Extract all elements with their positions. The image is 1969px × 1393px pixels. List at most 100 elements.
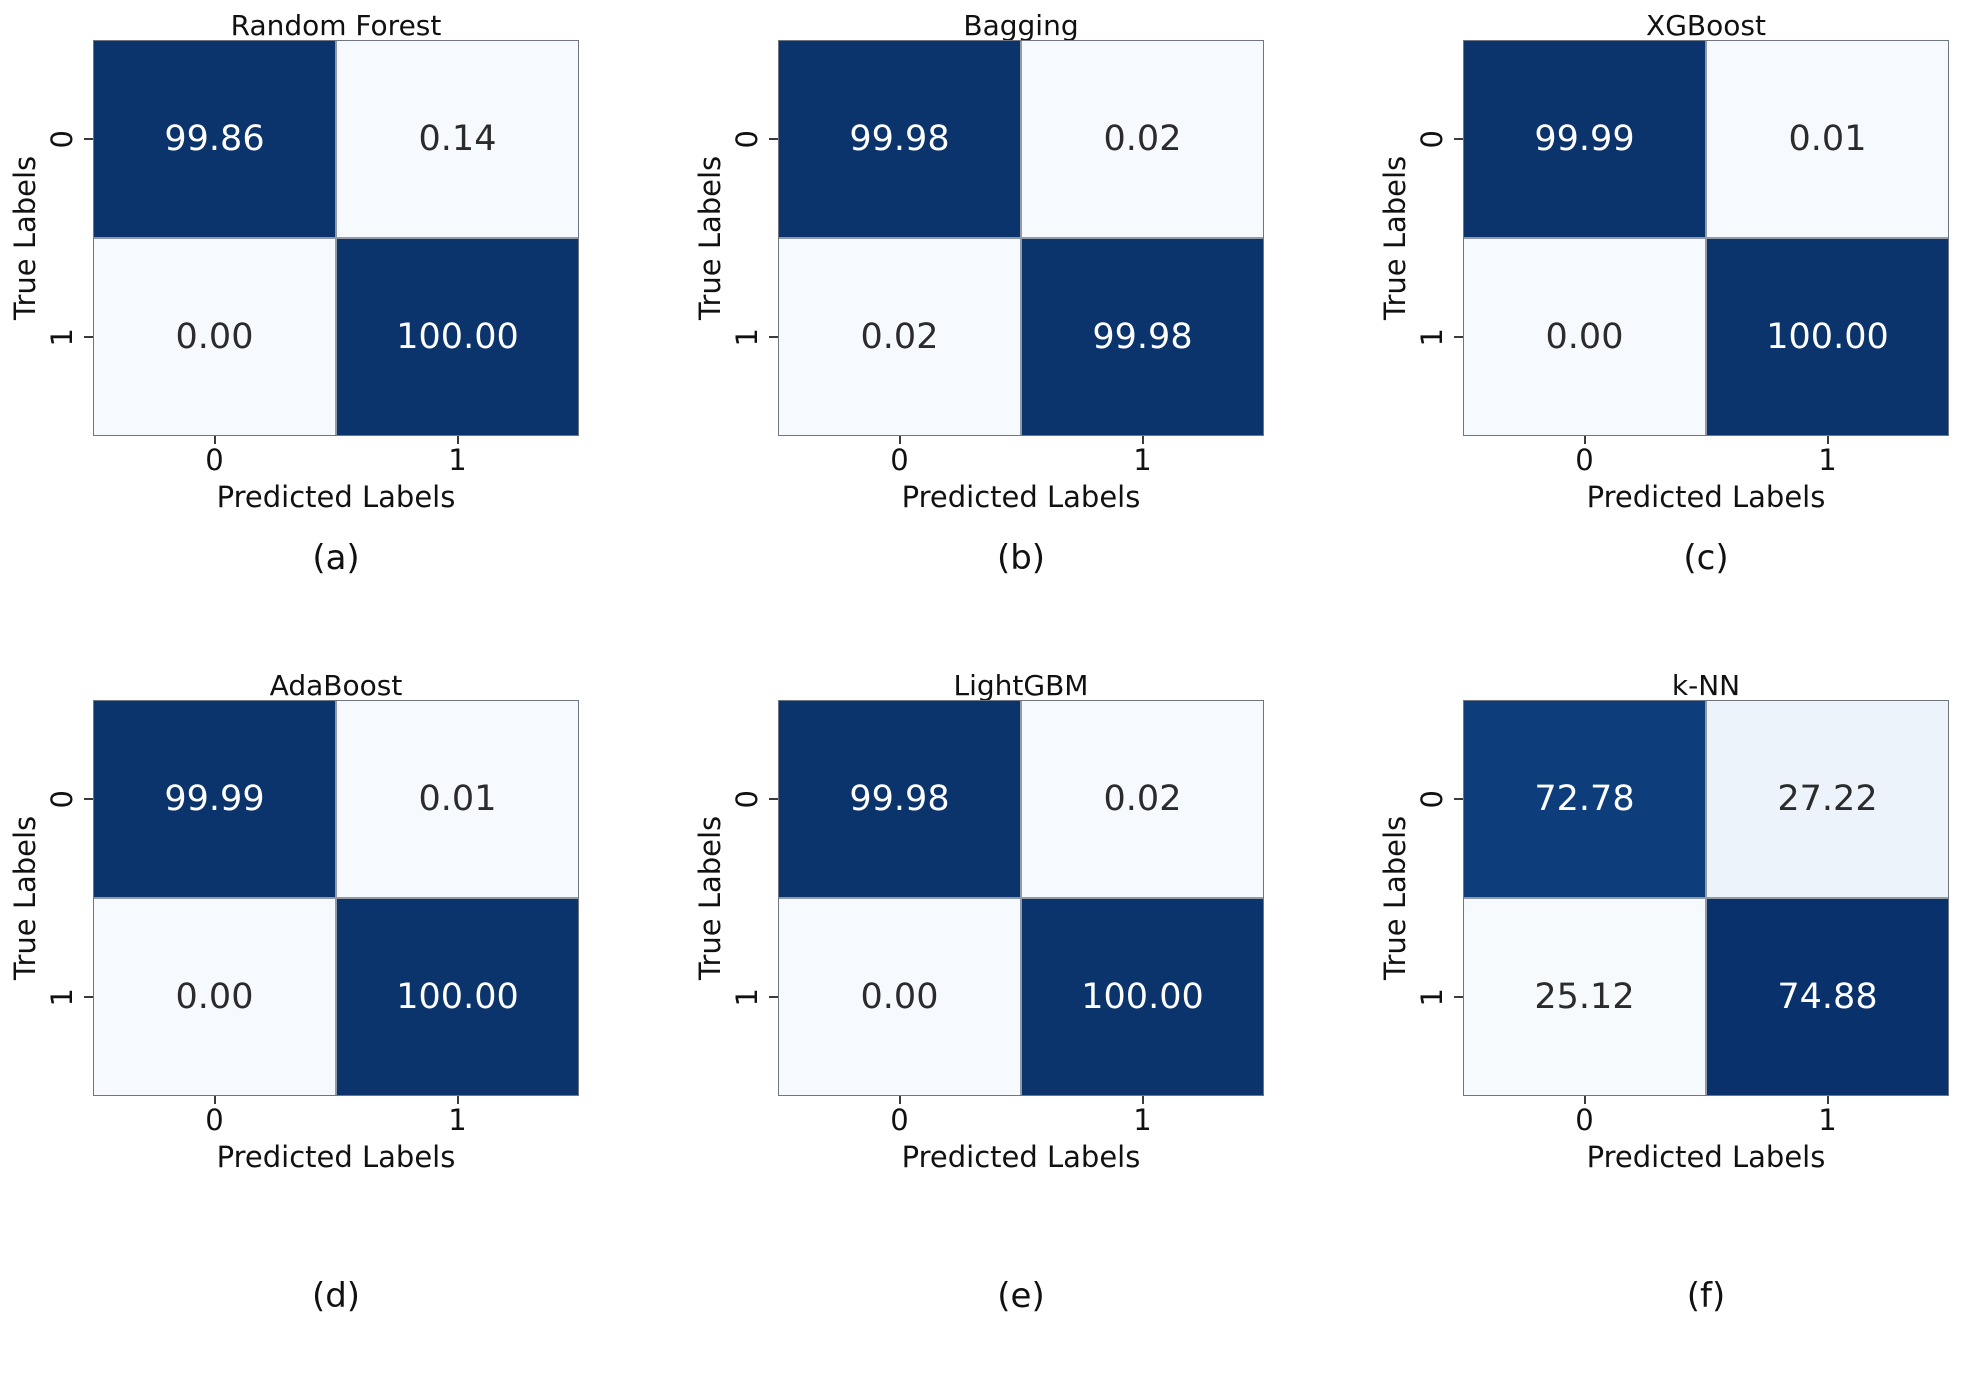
x-axis-ticks: 0 1 <box>93 436 579 482</box>
y-tick-0: 0 <box>1415 40 1463 238</box>
confusion-matrix-heatmap: 72.78 27.22 25.12 74.88 <box>1463 700 1949 1096</box>
x-tick-label: 0 <box>205 443 224 477</box>
matrix-cell-true1-pred1: 74.88 <box>1707 899 1948 1095</box>
x-axis-ticks: 0 1 <box>778 1096 1264 1142</box>
x-axis-label: Predicted Labels <box>216 1140 456 1174</box>
y-tick-mark <box>84 996 93 998</box>
y-axis-ticks: 0 1 <box>1415 40 1463 436</box>
subplot-caption: (e) <box>997 1276 1045 1316</box>
y-tick-label: 1 <box>45 987 79 1007</box>
y-tick-label: 0 <box>45 129 79 149</box>
x-tick-1: 1 <box>1706 1096 1949 1137</box>
x-tick-label: 1 <box>448 443 467 477</box>
y-axis-label: True Labels <box>8 815 42 981</box>
y-tick-label: 1 <box>730 987 764 1007</box>
x-tick-label: 1 <box>448 1103 467 1137</box>
x-tick-label: 0 <box>890 1103 909 1137</box>
x-tick-mark <box>898 1096 901 1104</box>
x-tick-mark <box>1583 1096 1586 1104</box>
y-axis-ticks: 0 1 <box>730 40 778 436</box>
subplot-caption: (a) <box>312 538 360 578</box>
y-tick-mark <box>1454 996 1463 998</box>
y-tick-1: 1 <box>1415 898 1463 1096</box>
x-tick-label: 0 <box>205 1103 224 1137</box>
y-tick-1: 1 <box>1415 238 1463 436</box>
x-tick-mark <box>898 436 901 444</box>
matrix-cell-true0-pred1: 0.14 <box>337 41 578 237</box>
y-axis-ticks: 0 1 <box>45 40 93 436</box>
matrix-cell-true0-pred1: 0.01 <box>337 701 578 897</box>
x-axis-label: Predicted Labels <box>901 1140 1141 1174</box>
subplot-title: k-NN <box>1671 668 1741 702</box>
x-axis-ticks: 0 1 <box>1463 436 1949 482</box>
y-tick-mark <box>84 798 93 800</box>
matrix-cell-true1-pred1: 99.98 <box>1022 239 1263 435</box>
y-tick-mark <box>769 138 778 140</box>
x-axis-label: Predicted Labels <box>1586 1140 1826 1174</box>
x-tick-mark <box>213 436 216 444</box>
x-tick-mark <box>1826 436 1829 444</box>
matrix-cell-true1-pred1: 100.00 <box>1022 899 1263 1095</box>
x-axis-ticks: 0 1 <box>93 1096 579 1142</box>
y-tick-label: 1 <box>1415 987 1449 1007</box>
subplot-adaboost: AdaBoost True Labels 0 1 99.99 0.01 0.00… <box>5 660 690 1393</box>
y-tick-mark <box>1454 336 1463 338</box>
x-tick-1: 1 <box>1021 1096 1264 1137</box>
y-tick-1: 1 <box>730 238 778 436</box>
x-tick-label: 0 <box>890 443 909 477</box>
y-tick-0: 0 <box>1415 700 1463 898</box>
x-axis-label: Predicted Labels <box>901 480 1141 514</box>
x-tick-0: 0 <box>93 1096 336 1137</box>
x-tick-0: 0 <box>778 436 1021 477</box>
y-tick-mark <box>84 336 93 338</box>
y-tick-1: 1 <box>45 238 93 436</box>
y-axis-ticks: 0 1 <box>1415 700 1463 1096</box>
subplot-title: Random Forest <box>230 8 442 42</box>
y-axis-ticks: 0 1 <box>730 700 778 1096</box>
subplot-title: LightGBM <box>953 668 1089 702</box>
subplot-title: XGBoost <box>1646 8 1766 42</box>
matrix-cell-true0-pred1: 27.22 <box>1707 701 1948 897</box>
y-tick-mark <box>84 138 93 140</box>
confusion-matrix-heatmap: 99.98 0.02 0.02 99.98 <box>778 40 1264 436</box>
matrix-cell-true0-pred1: 0.02 <box>1022 41 1263 237</box>
x-tick-mark <box>1141 1096 1144 1104</box>
x-tick-label: 1 <box>1133 1103 1152 1137</box>
x-tick-1: 1 <box>336 1096 579 1137</box>
matrix-cell-true1-pred0: 0.00 <box>779 899 1020 1095</box>
y-tick-label: 0 <box>730 789 764 809</box>
y-axis-label: True Labels <box>1378 155 1412 321</box>
y-tick-mark <box>1454 798 1463 800</box>
subplot-knn: k-NN True Labels 0 1 72.78 27.22 25.12 7… <box>1375 660 1969 1393</box>
x-tick-mark <box>456 436 459 444</box>
y-tick-label: 0 <box>1415 129 1449 149</box>
x-axis-ticks: 0 1 <box>778 436 1264 482</box>
matrix-cell-true0-pred0: 99.98 <box>779 41 1020 237</box>
matrix-cell-true1-pred0: 0.00 <box>94 899 335 1095</box>
confusion-matrix-heatmap: 99.86 0.14 0.00 100.00 <box>93 40 579 436</box>
matrix-cell-true0-pred0: 99.86 <box>94 41 335 237</box>
y-tick-0: 0 <box>730 40 778 238</box>
x-tick-mark <box>1583 436 1586 444</box>
x-tick-0: 0 <box>1463 436 1706 477</box>
x-axis-label: Predicted Labels <box>216 480 456 514</box>
x-tick-label: 1 <box>1133 443 1152 477</box>
matrix-cell-true0-pred0: 99.99 <box>94 701 335 897</box>
y-tick-mark <box>769 336 778 338</box>
matrix-cell-true0-pred1: 0.01 <box>1707 41 1948 237</box>
matrix-cell-true1-pred0: 0.00 <box>94 239 335 435</box>
confusion-matrix-heatmap: 99.99 0.01 0.00 100.00 <box>1463 40 1949 436</box>
y-axis-ticks: 0 1 <box>45 700 93 1096</box>
matrix-cell-true1-pred0: 25.12 <box>1464 899 1705 1095</box>
x-tick-1: 1 <box>1021 436 1264 477</box>
subplot-caption: (d) <box>311 1276 361 1316</box>
x-tick-label: 0 <box>1575 443 1594 477</box>
y-tick-mark <box>769 798 778 800</box>
x-tick-1: 1 <box>1706 436 1949 477</box>
x-tick-label: 1 <box>1818 1103 1837 1137</box>
y-tick-label: 0 <box>1415 789 1449 809</box>
y-tick-0: 0 <box>45 40 93 238</box>
subplot-title: AdaBoost <box>269 668 403 702</box>
subplot-lightgbm: LightGBM True Labels 0 1 99.98 0.02 0.00… <box>690 660 1375 1393</box>
